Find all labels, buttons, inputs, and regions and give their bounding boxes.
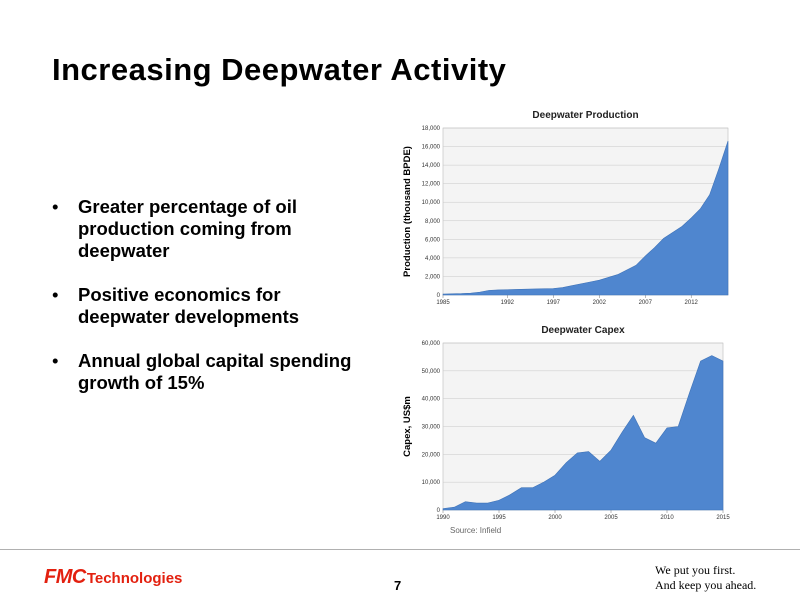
bullet-text: Greater percentage of oil production com… <box>78 196 297 261</box>
y-tick-label: 10,000 <box>422 480 441 486</box>
logo-mark: FMC <box>44 566 86 588</box>
y-tick-label: 2,000 <box>425 274 441 280</box>
tagline: We put you first. And keep you ahead. <box>655 563 756 593</box>
capex-chart: Deepwater Capex 0 10,000 20,000 30,000 40,000… <box>395 320 735 525</box>
bullet-glyph: • <box>52 284 59 305</box>
slide-title: Increasing Deepwater Activity <box>52 52 507 87</box>
x-tick-label: 2015 <box>716 515 730 521</box>
x-tick-label: 1995 <box>492 515 506 521</box>
bullet-item: • Positive economics for deepwater develo… <box>52 284 352 328</box>
page-number: 7 <box>394 578 402 593</box>
y-tick-label: 4,000 <box>425 256 441 262</box>
x-tick-label: 1997 <box>547 300 561 306</box>
y-tick-label: 14,000 <box>422 163 441 169</box>
y-tick-label: 30,000 <box>422 425 441 431</box>
source-note: Source: Infield <box>450 526 502 535</box>
chart-title: Deepwater Capex <box>541 325 625 336</box>
y-tick-label: 20,000 <box>422 452 441 458</box>
bullet-text: Positive economics for deepwater develop… <box>78 284 300 327</box>
bullet-glyph: • <box>52 196 59 217</box>
bullet-item: • Annual global capital spending growth o… <box>52 350 352 394</box>
capex-chart-svg: Deepwater Capex 0 10,000 20,000 30,000 40,000… <box>402 325 730 521</box>
x-tick-label: 1985 <box>436 300 450 306</box>
chart-title: Deepwater Production <box>532 110 638 121</box>
logo-word: Technologies <box>86 570 183 587</box>
y-tick-label: 6,000 <box>425 237 441 243</box>
series-area <box>442 355 724 511</box>
x-tick-label: 2007 <box>639 300 653 306</box>
bullet-item: • Greater percentage of oil production co… <box>52 196 352 262</box>
y-tick-label: 18,000 <box>422 126 441 132</box>
y-tick-label: 40,000 <box>422 397 441 403</box>
x-tick-label: 2002 <box>593 300 607 306</box>
bullet-text: Annual global capital spending growth of… <box>78 350 352 393</box>
x-tick-label: 1990 <box>436 515 450 521</box>
y-tick-label: 0 <box>437 293 441 299</box>
x-tick-label: 2005 <box>604 515 618 521</box>
company-logo: FMCTechnologies <box>44 566 183 588</box>
y-tick-label: 0 <box>437 508 441 514</box>
y-tick-label: 10,000 <box>422 200 441 206</box>
production-chart: Deepwater Production 0 2,000 4,000 6,000 8,00… <box>395 104 735 319</box>
y-tick-label: 12,000 <box>422 182 441 188</box>
y-tick-label: 8,000 <box>425 219 441 225</box>
x-tick-label: 2000 <box>548 515 562 521</box>
x-tick-label: 1992 <box>501 300 515 306</box>
y-tick-label: 60,000 <box>422 341 441 347</box>
bullet-glyph: • <box>52 350 59 371</box>
tagline-line: We put you first. <box>655 563 736 577</box>
x-tick-label: 2010 <box>660 515 674 521</box>
series-area <box>442 140 729 296</box>
footer-divider <box>0 549 800 550</box>
y-tick-label: 50,000 <box>422 369 441 375</box>
y-axis-label: Capex, US$m <box>402 396 413 457</box>
bullet-list: • Greater percentage of oil production co… <box>52 196 352 416</box>
production-chart-svg: Deepwater Production 0 2,000 4,000 6,000 8,00… <box>402 110 729 306</box>
tagline-line: And keep you ahead. <box>655 578 757 592</box>
y-tick-label: 16,000 <box>422 145 441 151</box>
x-tick-label: 2012 <box>685 300 699 306</box>
y-axis-label: Production (thousand BPDE) <box>402 146 413 277</box>
